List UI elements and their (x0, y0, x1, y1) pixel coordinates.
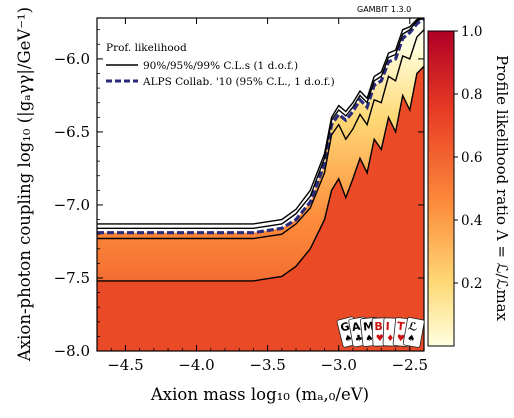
x-tick-label: −3.0 (320, 356, 356, 374)
y-axis-ticks: −8.0 −7.5 −7.0 −6.5 −6.0 (54, 29, 424, 360)
colorbar (427, 30, 455, 347)
x-tick-label: −3.5 (249, 356, 285, 374)
plot-frame (96, 17, 425, 352)
y-tick-label: −7.5 (54, 269, 90, 287)
x-axis-title: Axion mass log₁₀ (mₐ,₀/eV) (150, 385, 369, 404)
colorbar-tick-label: 1.0 (461, 24, 482, 40)
logo-card-letter: T (396, 320, 405, 334)
x-tick-label: −4.5 (107, 356, 143, 374)
y-tick-label: −7.0 (54, 196, 90, 214)
legend-title: Prof. likelihood (106, 42, 187, 54)
alps-limit-line (97, 18, 424, 235)
legend-entry-contours: 90%/95%/99% C.L.s (1 d.o.f.) (143, 60, 298, 72)
legend: Prof. likelihood 90%/95%/99% C.L.s (1 d.… (106, 42, 335, 88)
colorbar-tick-label: 0.2 (461, 276, 482, 292)
x-axis-ticks: −4.5 −4.0 −3.5 −3.0 −2.5 (96, 18, 428, 374)
colorbar-ticks: 0.2 0.4 0.6 0.8 1.0 (454, 24, 482, 292)
cl-contour-line (97, 29, 424, 240)
logo-card-suit: ♠ (406, 333, 416, 344)
logo-card-letter: G (339, 320, 351, 335)
logo-card-face (402, 317, 425, 348)
cl-contour-line (97, 18, 424, 229)
gambit-version-watermark: GAMBIT 1.3.0 (357, 5, 411, 14)
x-tick-label: −4.0 (178, 356, 214, 374)
colorbar-tick-label: 0.6 (461, 150, 482, 166)
cl-contour-line (97, 65, 424, 282)
legend-entry-alps: ALPS Collab. '10 (95% C.L., 1 d.o.f.) (142, 76, 335, 88)
colorbar-tick-label: 0.8 (461, 87, 482, 103)
logo-card-letter: I (385, 320, 390, 333)
allowed-region-fill (97, 66, 424, 351)
logo-card: ℒ♠ (402, 317, 425, 348)
colorbar-tick-label: 0.4 (461, 213, 482, 229)
logo-card-suit: ♣ (354, 333, 364, 344)
logo-card-letter: A (351, 320, 362, 334)
logo-card-suit: ♥ (376, 334, 384, 344)
cl-contour-line (97, 18, 424, 225)
colorbar-title: Profile likelihood ratio Λ = ℒ/ℒmax (493, 55, 511, 321)
logo-card-suit: ♠ (343, 333, 353, 345)
likelihood-heatmap (97, 18, 424, 351)
gambit-logo: G♠A♣M♠B♥I♦T♥ℒ♠ (336, 316, 425, 348)
logo-card-letter: B (374, 320, 383, 333)
y-tick-label: −8.0 (54, 342, 90, 360)
logo-card-letter: ℒ (407, 320, 419, 334)
contours (97, 18, 424, 282)
y-axis-title: Axion-photon coupling log₁₀ (|gₐγγ|/GeV⁻… (15, 7, 34, 362)
y-tick-label: −6.5 (54, 123, 90, 141)
x-tick-label: −2.5 (392, 356, 428, 374)
logo-card-suit: ♦ (386, 334, 394, 344)
logo-card-suit: ♠ (365, 334, 374, 345)
logo-card-suit: ♥ (396, 334, 405, 345)
logo-card-letter: M (362, 320, 374, 334)
y-tick-label: −6.0 (54, 50, 90, 68)
